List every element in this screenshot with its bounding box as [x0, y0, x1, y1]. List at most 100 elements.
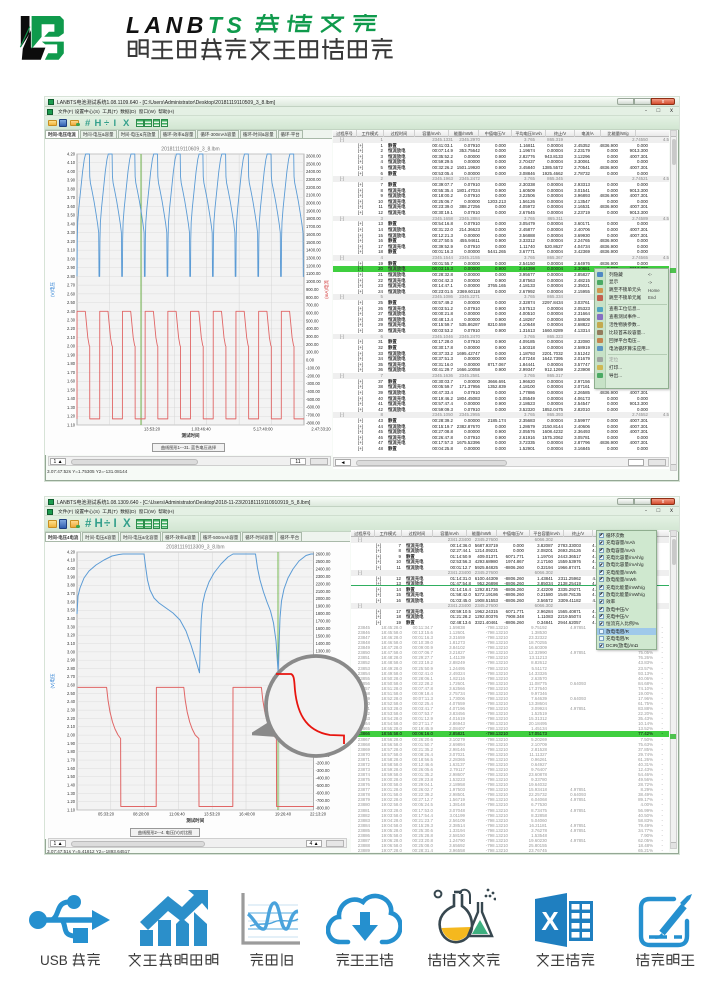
svg-text:1900.00: 1900.00	[306, 208, 322, 213]
svg-text:20181119113309_3_8.lbm: 20181119113309_3_8.lbm	[166, 545, 224, 551]
svg-text:-200.00: -200.00	[306, 373, 321, 378]
svg-text:-200.00: -200.00	[316, 761, 331, 766]
svg-text:08:20:00: 08:20:00	[133, 812, 150, 817]
svg-text:4.10: 4.10	[67, 160, 76, 165]
svg-text:-600.00: -600.00	[306, 405, 321, 410]
svg-text:2.40: 2.40	[67, 309, 76, 314]
svg-text:1600.00: 1600.00	[306, 232, 322, 237]
svg-text:13:53:20: 13:53:20	[204, 812, 221, 817]
svg-text:1500.00: 1500.00	[306, 240, 322, 245]
svg-text:1.03:46:40: 1.03:46:40	[191, 427, 211, 432]
svg-text:-700.00: -700.00	[306, 413, 321, 418]
svg-text:(V)电压: (V)电压	[49, 673, 56, 688]
svg-text:1000.00: 1000.00	[306, 279, 322, 284]
svg-text:3.90: 3.90	[67, 178, 76, 183]
svg-text:3.70: 3.70	[67, 195, 76, 200]
svg-text:2100.00: 2100.00	[316, 589, 332, 594]
svg-text:1.50: 1.50	[67, 387, 76, 392]
svg-text:19:26:40: 19:26:40	[275, 812, 292, 817]
svg-text:1.30: 1.30	[67, 791, 76, 796]
svg-text:3.20: 3.20	[67, 239, 76, 244]
svg-text:1.10: 1.10	[67, 807, 76, 812]
svg-text:2.50: 2.50	[67, 300, 76, 305]
svg-text:4.00: 4.00	[67, 566, 76, 571]
svg-text:2.40: 2.40	[67, 699, 76, 704]
svg-text:2.60: 2.60	[67, 683, 76, 688]
svg-text:2.90: 2.90	[67, 265, 76, 270]
svg-text:1400.00: 1400.00	[316, 641, 332, 646]
svg-text:2.60: 2.60	[67, 291, 76, 296]
svg-text:4.00: 4.00	[67, 169, 76, 174]
svg-text:2.20: 2.20	[67, 326, 76, 331]
svg-text:2000.00: 2000.00	[316, 596, 332, 601]
svg-text:1.60: 1.60	[67, 766, 76, 771]
svg-text:1.80: 1.80	[67, 361, 76, 366]
svg-text:1.20: 1.20	[67, 799, 76, 804]
svg-text:测试时间: 测试时间	[186, 817, 204, 824]
svg-text:-400.00: -400.00	[316, 776, 331, 781]
svg-text:1.80: 1.80	[67, 749, 76, 754]
svg-text:3.90: 3.90	[67, 574, 76, 579]
svg-text:-500.00: -500.00	[316, 783, 331, 788]
svg-text:2.90: 2.90	[67, 658, 76, 663]
svg-text:3.50: 3.50	[67, 213, 76, 218]
svg-text:-400.00: -400.00	[306, 389, 321, 394]
svg-text:3.40: 3.40	[67, 221, 76, 226]
svg-text:1.40: 1.40	[67, 782, 76, 787]
svg-text:2600.00: 2600.00	[306, 153, 322, 158]
svg-text:2.30: 2.30	[67, 318, 76, 323]
svg-text:2200.00: 2200.00	[306, 185, 322, 190]
svg-text:16:40:00: 16:40:00	[239, 812, 256, 817]
svg-text:3.00: 3.00	[67, 649, 76, 654]
svg-text:900.00: 900.00	[306, 287, 319, 292]
svg-text:3.00: 3.00	[67, 256, 76, 261]
svg-text:13:53:20: 13:53:20	[144, 427, 161, 432]
svg-text:2300.00: 2300.00	[316, 574, 332, 579]
svg-text:3.30: 3.30	[67, 230, 76, 235]
svg-text:1300.00: 1300.00	[316, 649, 332, 654]
svg-text:1300.00: 1300.00	[306, 255, 322, 260]
svg-text:1800.00: 1800.00	[306, 216, 322, 221]
svg-text:3.80: 3.80	[67, 583, 76, 588]
svg-text:-500.00: -500.00	[306, 397, 321, 402]
svg-text:1800.00: 1800.00	[316, 611, 332, 616]
svg-text:2200.00: 2200.00	[316, 581, 332, 586]
svg-text:500.00: 500.00	[306, 318, 319, 323]
svg-text:-600.00: -600.00	[316, 790, 331, 795]
svg-text:1600.00: 1600.00	[316, 626, 332, 631]
svg-text:3.70: 3.70	[67, 591, 76, 596]
svg-text:2.10: 2.10	[67, 335, 76, 340]
svg-text:0.00: 0.00	[306, 358, 315, 363]
svg-text:4.20: 4.20	[67, 549, 76, 554]
svg-text:1.70: 1.70	[67, 370, 76, 375]
svg-text:3.80: 3.80	[67, 186, 76, 191]
svg-text:800.00: 800.00	[306, 295, 319, 300]
svg-text:700.00: 700.00	[306, 303, 319, 308]
svg-text:400.00: 400.00	[306, 326, 319, 331]
svg-text:-800.00: -800.00	[306, 420, 321, 425]
svg-text:-300.00: -300.00	[316, 768, 331, 773]
svg-text:3.10: 3.10	[67, 248, 76, 253]
svg-text:2100.00: 2100.00	[306, 193, 322, 198]
svg-text:1.10: 1.10	[67, 422, 76, 427]
svg-text:600.00: 600.00	[306, 310, 319, 315]
svg-text:1700.00: 1700.00	[316, 619, 332, 624]
svg-text:2400.00: 2400.00	[316, 566, 332, 571]
svg-text:2.80: 2.80	[67, 666, 76, 671]
svg-text:1700.00: 1700.00	[306, 224, 322, 229]
svg-text:2.10: 2.10	[67, 724, 76, 729]
svg-text:(mA)电流: (mA)电流	[323, 280, 330, 299]
svg-text:1.20: 1.20	[67, 414, 76, 419]
svg-text:200.00: 200.00	[306, 342, 319, 347]
svg-text:2.00: 2.00	[67, 733, 76, 738]
svg-text:3.50: 3.50	[67, 608, 76, 613]
svg-text:3.10: 3.10	[67, 641, 76, 646]
svg-text:2400.00: 2400.00	[306, 169, 322, 174]
svg-text:22:13:20: 22:13:20	[310, 812, 327, 817]
svg-text:3.40: 3.40	[67, 616, 76, 621]
svg-text:2600.00: 2600.00	[316, 551, 332, 556]
svg-text:3.60: 3.60	[67, 599, 76, 604]
svg-text:2.20: 2.20	[67, 716, 76, 721]
svg-text:1500.00: 1500.00	[316, 634, 332, 639]
svg-text:-100.00: -100.00	[306, 365, 321, 370]
